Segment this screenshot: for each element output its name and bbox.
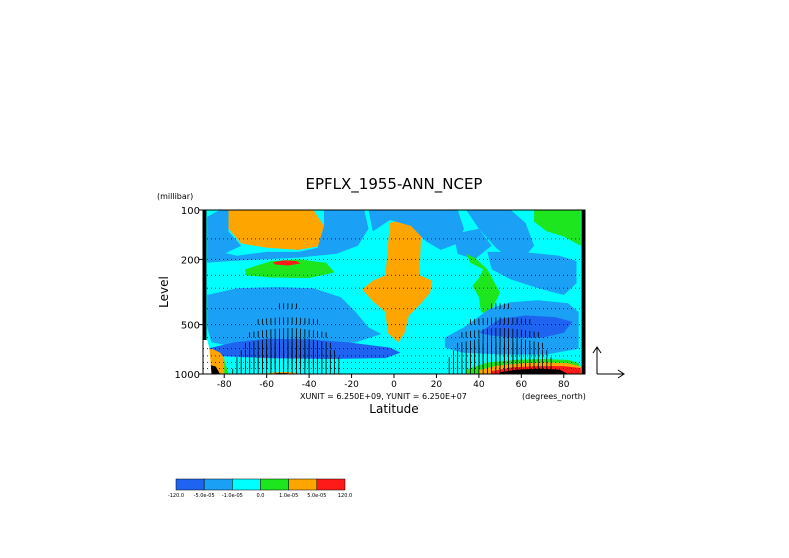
x-tick-label-3: -20 xyxy=(344,380,359,390)
x-unit-label: (degrees_north) xyxy=(522,392,586,401)
y-tick-label-0: 100 xyxy=(181,206,200,217)
colorbar-label-4: 1.0e-05 xyxy=(279,493,298,499)
chart-title: EPFLX_1955-ANN_NCEP xyxy=(306,175,483,194)
x-tick-label-0: -80 xyxy=(217,380,232,390)
contour-region-13 xyxy=(207,287,382,348)
colorbar-swatch-2 xyxy=(232,478,261,491)
y-axis-ticks: 100 200 500 1000 xyxy=(175,206,203,381)
colorbar-label-1: -5.0e-05 xyxy=(194,493,215,499)
reference-vector-icon xyxy=(592,346,625,379)
y-tick-label-1: 200 xyxy=(181,255,200,266)
colorbar-label-6: 120.0 xyxy=(338,493,352,499)
x-axis-title: Latitude xyxy=(369,402,418,416)
x-tick-label-7: 60 xyxy=(516,380,528,390)
contour-region-11 xyxy=(487,251,577,295)
colorbar-label-5: 5.0e-05 xyxy=(307,493,326,499)
contour-region-12 xyxy=(534,210,581,246)
colorbar-swatch-0 xyxy=(175,478,205,491)
contour-region-8 xyxy=(453,228,492,260)
x-tick-label-2: -40 xyxy=(302,380,317,390)
contour-region-9 xyxy=(466,210,535,260)
contour-region-16 xyxy=(478,315,573,338)
y-axis-title: Level xyxy=(157,276,171,308)
contour-region-2 xyxy=(207,210,242,254)
contour-region-7 xyxy=(368,210,464,250)
contour-region-6 xyxy=(362,218,433,343)
contour-region-3 xyxy=(207,210,369,263)
vector-field xyxy=(232,303,556,374)
missing-data-area xyxy=(203,340,212,374)
contour-region-29 xyxy=(581,210,585,374)
unit-note: XUNIT = 6.250E+09, YUNIT = 6.250E+07 xyxy=(300,392,467,401)
x-tick-label-4: 0 xyxy=(391,380,397,390)
colorbar xyxy=(175,478,346,491)
contour-region-5 xyxy=(273,260,301,266)
missing-region-0 xyxy=(203,340,212,374)
colorbar-label-2: -1.0e-05 xyxy=(222,493,243,499)
contour-region-4 xyxy=(245,259,335,279)
x-axis-ticks: -80 -60 -40 -20 0 20 40 60 80 xyxy=(217,374,570,390)
contour-fill xyxy=(203,210,585,374)
colorbar-swatch-1 xyxy=(203,478,233,491)
colorbar-swatch-3 xyxy=(260,478,289,491)
colorbar-swatch-4 xyxy=(288,478,318,491)
contour-region-28 xyxy=(203,210,207,374)
x-tick-label-5: 20 xyxy=(431,380,443,390)
contour-region-1 xyxy=(228,210,324,250)
colorbar-label-0: -120.0 xyxy=(168,493,184,499)
colorbar-swatch-5 xyxy=(316,478,346,491)
colorbar-labels: -120.0 -5.0e-05 -1.0e-05 0.0 1.0e-05 5.0e-05 1… xyxy=(168,493,352,499)
colorbar-label-3: 0.0 xyxy=(257,493,265,499)
y-tick-label-3: 1000 xyxy=(175,370,200,381)
y-unit-label: (millibar) xyxy=(157,192,193,201)
x-tick-label-8: 80 xyxy=(558,380,570,390)
y-tick-label-2: 500 xyxy=(181,321,200,332)
x-tick-label-6: 40 xyxy=(473,380,485,390)
x-tick-label-1: -60 xyxy=(259,380,274,390)
contour-region-10 xyxy=(466,253,501,314)
